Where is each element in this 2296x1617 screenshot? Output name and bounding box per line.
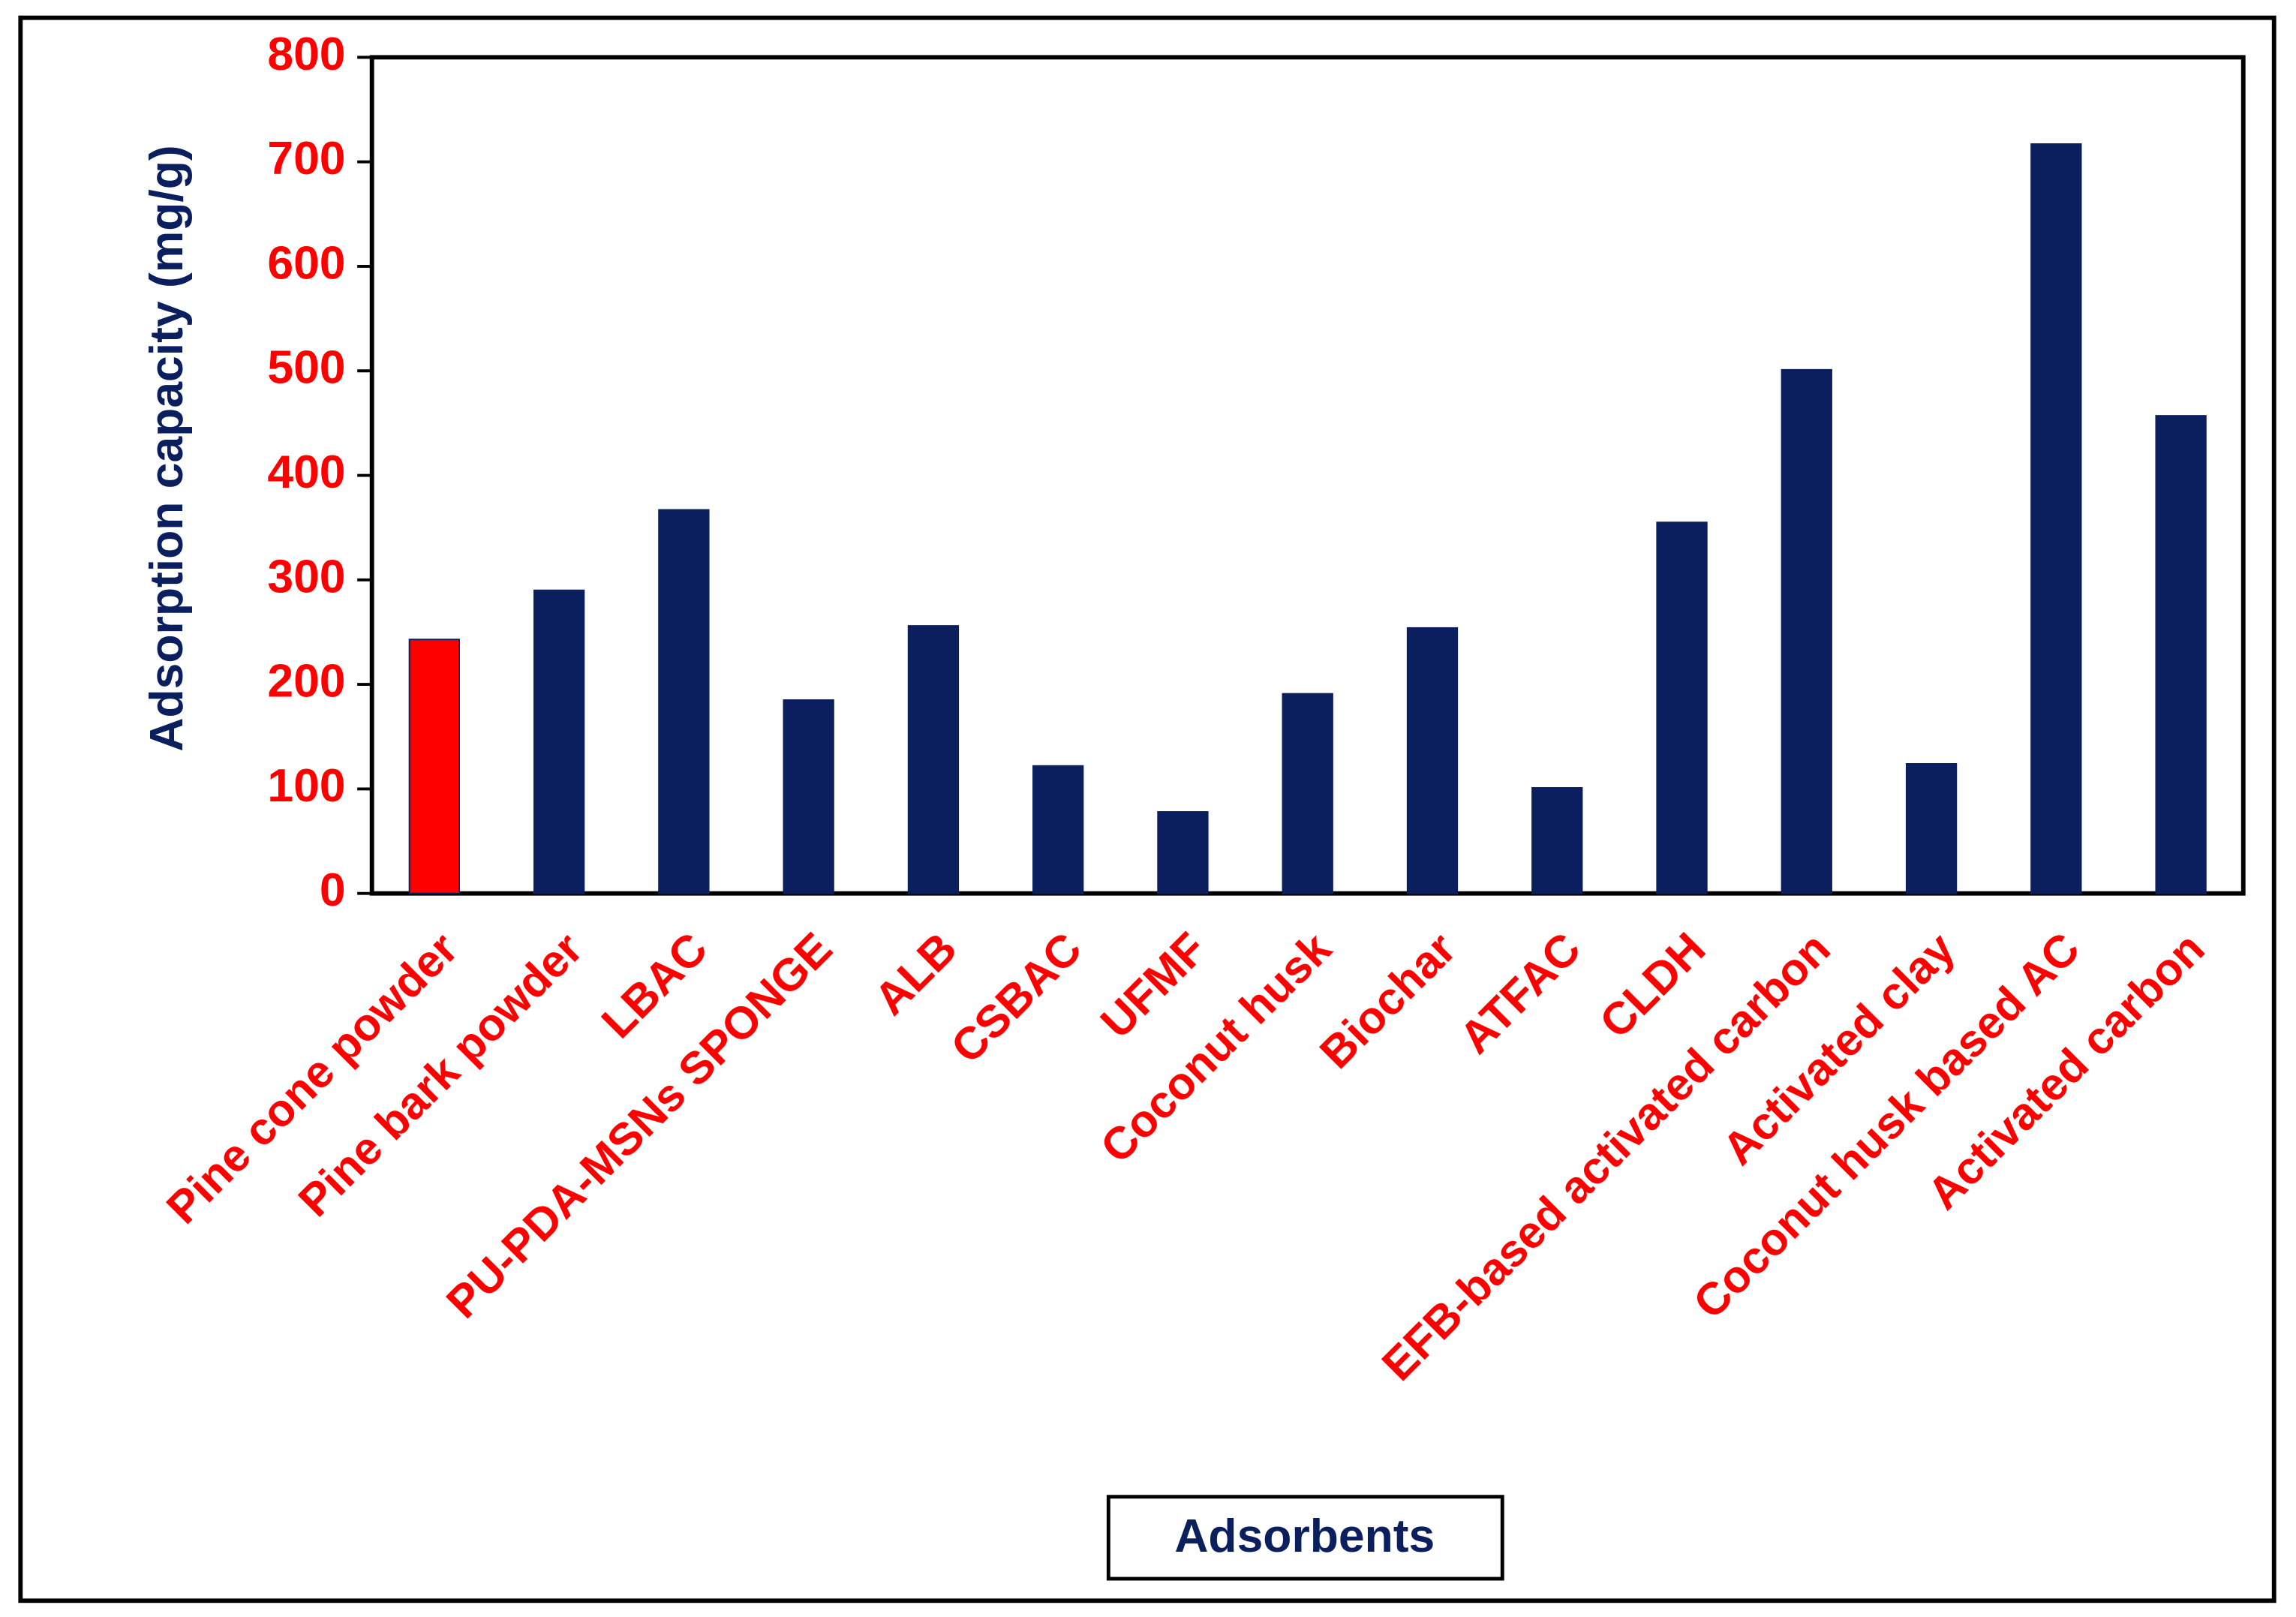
outer-frame [18, 15, 2276, 1603]
bar [1282, 693, 1333, 894]
bar [783, 699, 834, 894]
bar [1656, 521, 1708, 894]
x-axis-title-box [1106, 1495, 1504, 1581]
y-tick-label: 100 [267, 759, 345, 812]
bar [1032, 765, 1084, 894]
bar [2155, 415, 2207, 894]
y-axis-title: Adsorption capacity (mg/g) [140, 145, 193, 751]
y-tick-label: 800 [267, 28, 345, 80]
bar [1905, 762, 1958, 894]
bar [2030, 143, 2082, 894]
bar [1781, 368, 1832, 894]
y-tick-label: 300 [267, 550, 345, 603]
bar [1531, 787, 1583, 894]
y-tick-label: 200 [267, 655, 345, 708]
bar [907, 625, 960, 894]
y-tick-label: 700 [267, 132, 345, 185]
bar [658, 509, 710, 894]
bar [533, 589, 585, 894]
x-axis-title: Adsorbents [1174, 1510, 1435, 1562]
y-tick-label: 500 [267, 341, 345, 394]
bar [1406, 627, 1459, 894]
bar [1157, 811, 1209, 894]
bar [408, 639, 460, 894]
y-tick-label: 400 [267, 446, 345, 498]
y-tick-label: 600 [267, 236, 345, 289]
y-tick-label: 0 [320, 864, 346, 916]
